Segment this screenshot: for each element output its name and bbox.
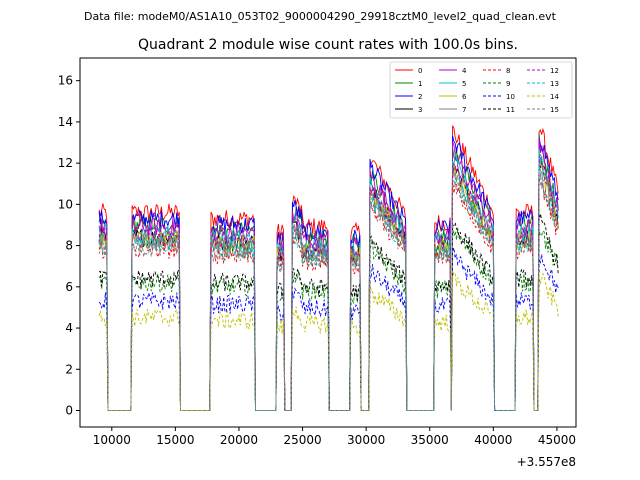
x-axis: 10000 15000 20000 25000 30000 35000 40000 45000	[93, 427, 576, 447]
y-tick-label: 10	[58, 197, 73, 211]
legend-frame	[389, 61, 573, 119]
legend-label-11: 11	[506, 106, 515, 114]
x-tick-label: 15000	[156, 433, 194, 447]
y-tick-label: 6	[65, 280, 73, 294]
series-group	[98, 125, 559, 411]
y-tick-label: 0	[65, 404, 73, 418]
legend-label-10: 10	[506, 93, 515, 101]
legend-label-13: 13	[550, 80, 559, 88]
x-tick-label: 10000	[93, 433, 131, 447]
legend-label-1: 1	[418, 80, 422, 88]
series-line-8	[98, 174, 559, 411]
legend-label-2: 2	[418, 93, 422, 101]
legend-label-12: 12	[550, 67, 559, 75]
x-tick-label: 20000	[220, 433, 258, 447]
y-tick-label: 14	[58, 115, 73, 129]
legend-label-4: 4	[462, 67, 467, 75]
y-tick-label: 8	[65, 239, 73, 253]
y-tick-label: 2	[65, 362, 73, 376]
x-tick-label: 45000	[538, 433, 576, 447]
chart-supertitle: Data file: modeM0/AS1A10_053T02_90000042…	[84, 10, 557, 23]
legend-label-7: 7	[462, 106, 466, 114]
plot-area	[79, 57, 577, 428]
series-line-15	[98, 176, 559, 411]
series-line-9	[98, 226, 559, 411]
legend-label-0: 0	[418, 67, 422, 75]
chart-title: Quadrant 2 module wise count rates with …	[138, 37, 518, 53]
y-tick-label: 16	[58, 74, 73, 88]
y-tick-label: 12	[58, 156, 73, 170]
legend-label-9: 9	[506, 80, 510, 88]
legend-label-3: 3	[418, 106, 422, 114]
legend-label-15: 15	[550, 106, 559, 114]
legend-label-14: 14	[550, 93, 559, 101]
y-tick-label: 4	[65, 321, 73, 335]
x-offset-label: +3.557e8	[517, 455, 576, 469]
legend-label-8: 8	[506, 67, 510, 75]
x-tick-label: 25000	[283, 433, 321, 447]
legend-label-5: 5	[462, 80, 466, 88]
x-tick-label: 40000	[474, 433, 512, 447]
x-tick-label: 35000	[411, 433, 449, 447]
y-axis: 0 2 4 6 8 10 12 14 16	[58, 74, 80, 418]
x-tick-label: 30000	[347, 433, 385, 447]
legend-label-6: 6	[462, 93, 467, 101]
